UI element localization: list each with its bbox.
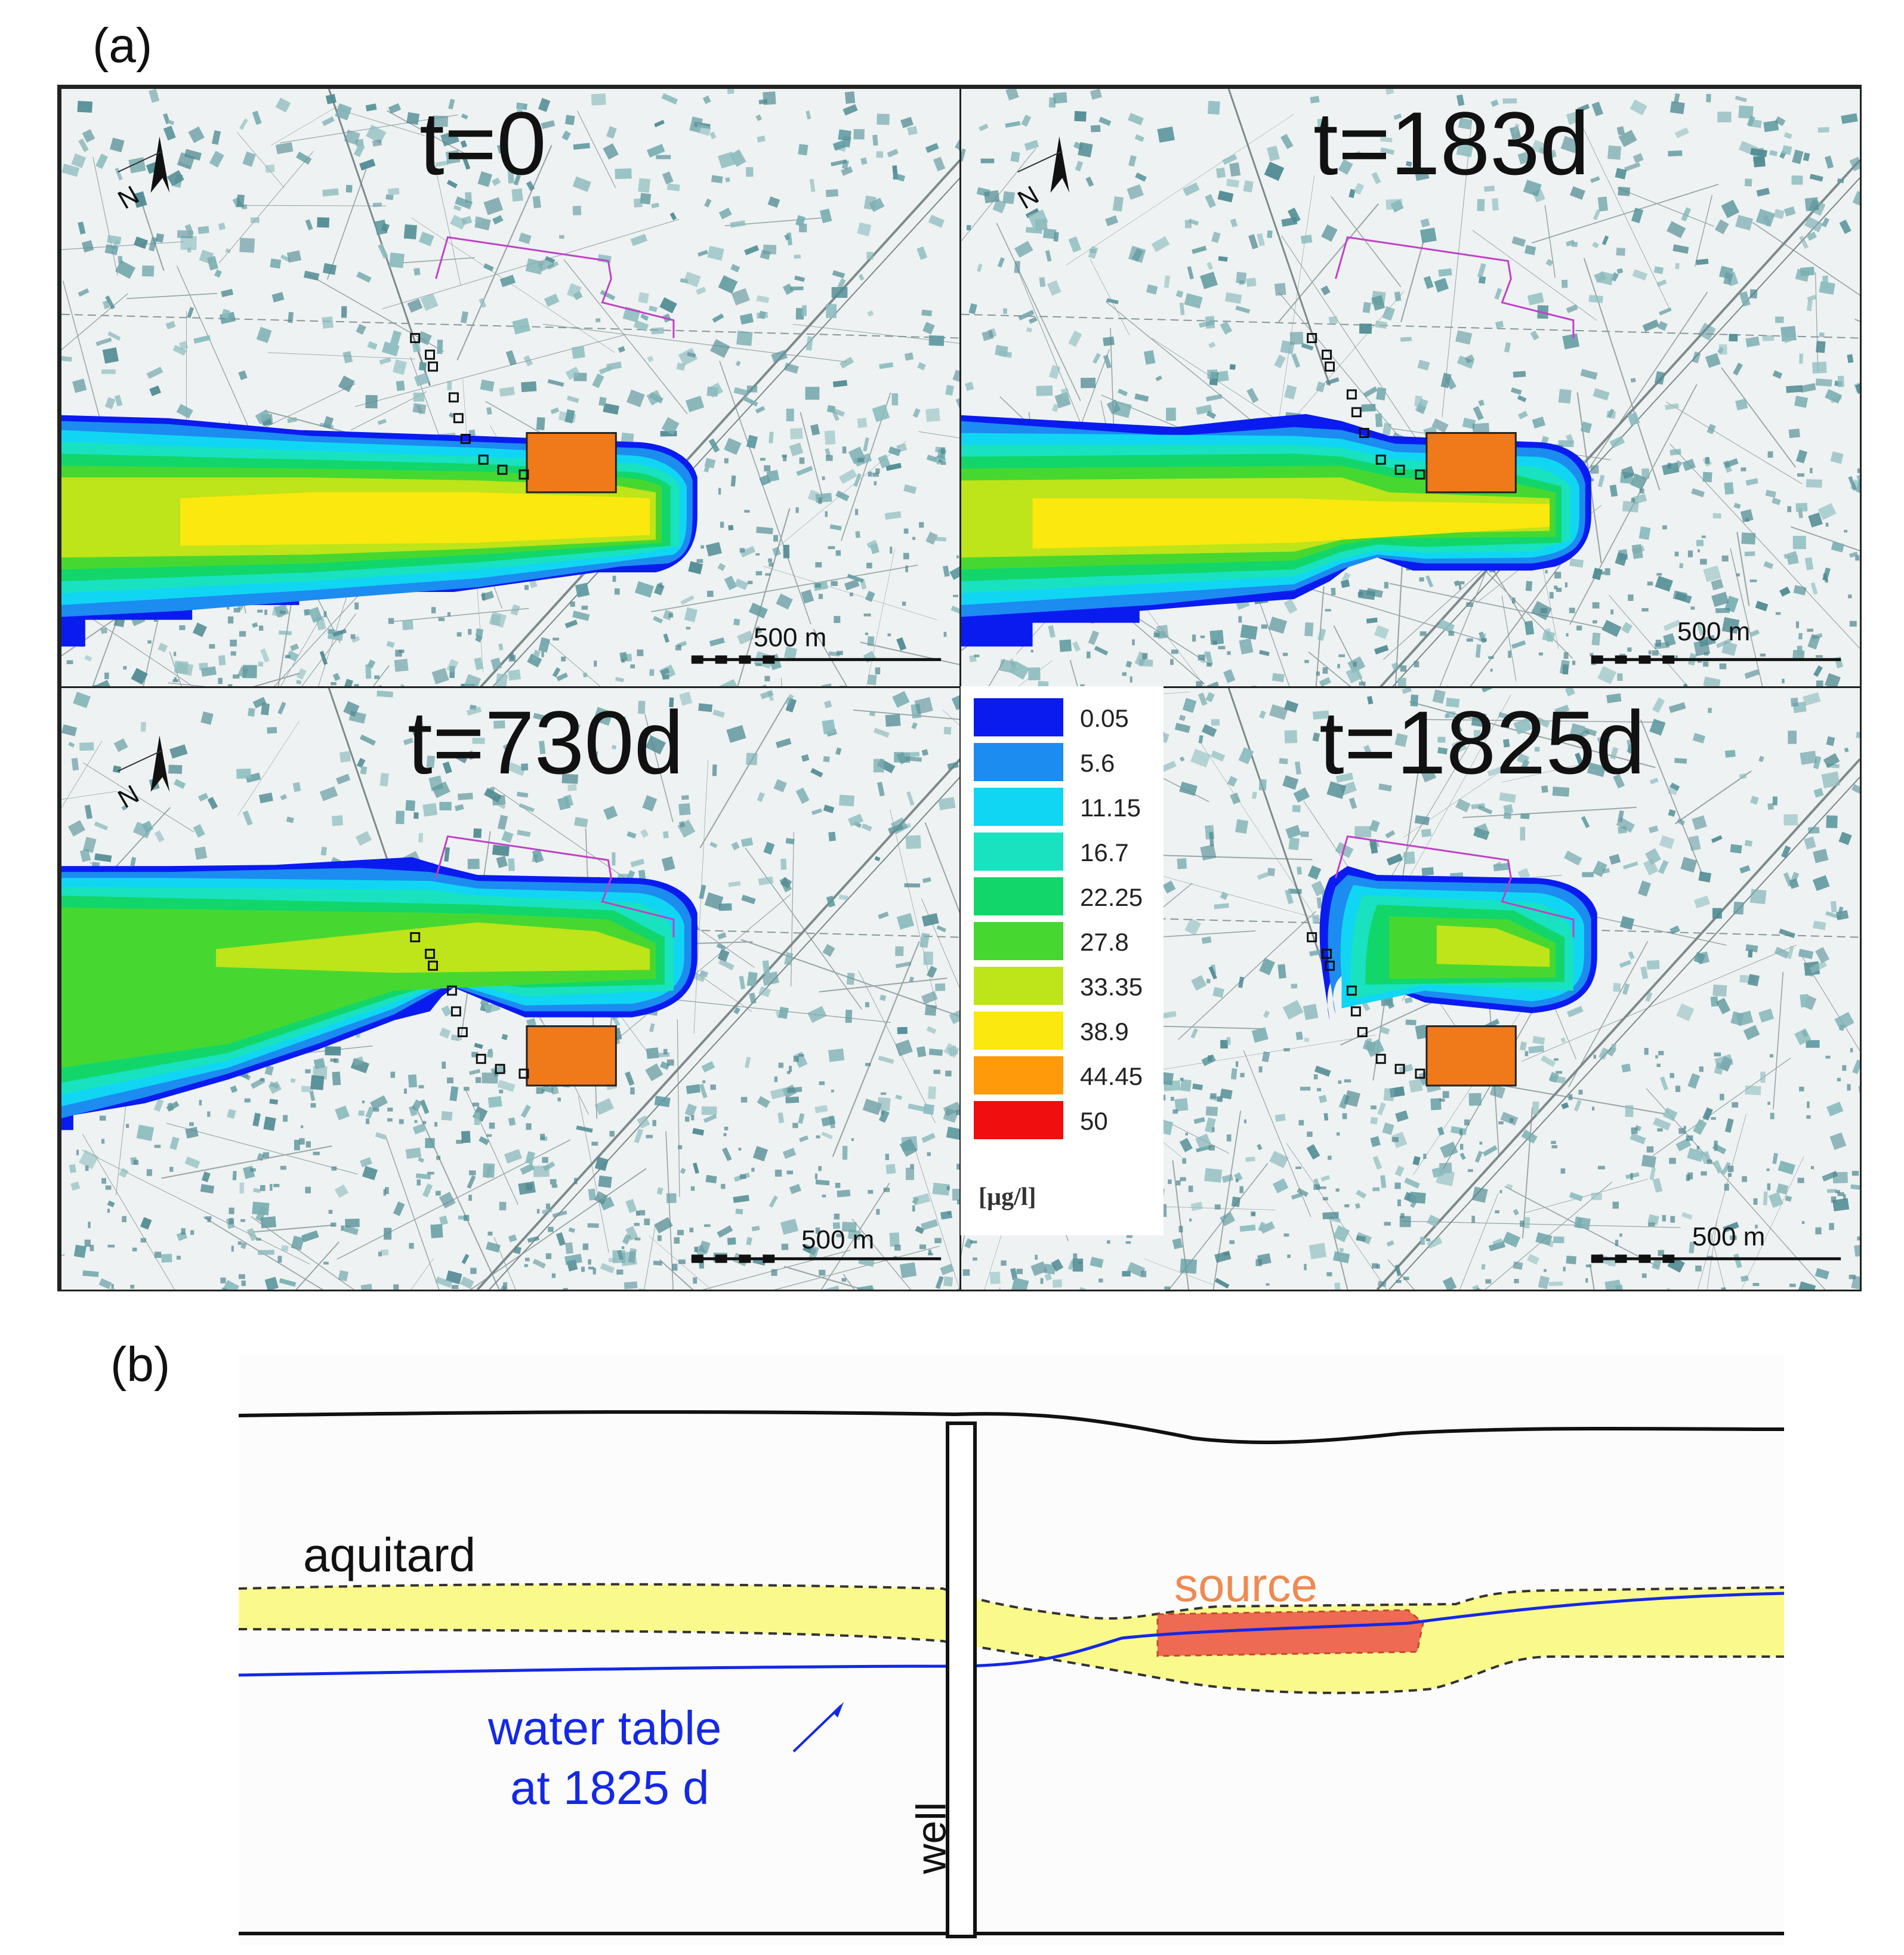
- scale-bar-label: 500 m: [754, 623, 827, 652]
- time-label: t=730d: [408, 692, 684, 793]
- legend-value: 33.35: [1080, 973, 1143, 1001]
- water-table-label: water table: [488, 1701, 722, 1754]
- legend-swatch-1: [974, 743, 1063, 781]
- map-drawing: N: [961, 89, 1860, 687]
- water-table-label: at 1825 d: [510, 1761, 709, 1814]
- legend-swatch-4: [974, 877, 1063, 915]
- source-label: source: [1174, 1558, 1318, 1611]
- legend-value: 44.45: [1080, 1062, 1143, 1090]
- well-label: well: [908, 1802, 955, 1874]
- panel-a-label: (a): [92, 18, 153, 73]
- scale-bar-label: 500 m: [801, 1225, 875, 1254]
- cross-section: aquitard source water table at 1825 d we…: [239, 1355, 1784, 1945]
- legend-value: 27.8: [1080, 928, 1129, 956]
- map-panel-t183d: N t=183d 500 m: [959, 87, 1862, 689]
- legend-value: 38.9: [1080, 1017, 1129, 1046]
- scale-bar: [691, 1254, 942, 1263]
- aquitard-label: aquitard: [303, 1528, 476, 1581]
- map-panel-t730d: N t=730d 500 m: [60, 686, 962, 1291]
- legend-unit: [µg/l]: [979, 1183, 1036, 1211]
- map-grid: N t=0 500 m N t=183d 500 m N t=730d 500 …: [57, 85, 1862, 1291]
- concentration-legend: 0.05 5.6 11.15 16.7 22.25 27.8 33.35 38.…: [961, 686, 1164, 1235]
- contamination-source: [1156, 1609, 1424, 1657]
- legend-value: 0.05: [1080, 704, 1129, 732]
- scale-bar: [1591, 655, 1841, 664]
- legend-swatch-2: [974, 788, 1063, 826]
- map-panel-t0: N t=0 500 m: [60, 87, 962, 689]
- legend-swatch-8: [974, 1056, 1063, 1094]
- time-label: t=1825d: [1319, 692, 1646, 793]
- legend-value: 16.7: [1080, 838, 1129, 867]
- legend-swatch-7: [974, 1012, 1063, 1050]
- scale-bar-label: 500 m: [1692, 1222, 1766, 1251]
- legend-swatch-9: [974, 1101, 1063, 1139]
- scale-bar: [691, 655, 942, 664]
- scale-bar: [1591, 1254, 1841, 1263]
- legend-swatch-6: [974, 967, 1063, 1005]
- legend-value: 5.6: [1080, 749, 1115, 777]
- time-label: t=183d: [1313, 93, 1590, 193]
- cross-section-drawing: [239, 1355, 1784, 1945]
- panel-b-label: (b): [110, 1337, 171, 1392]
- scale-bar-label: 500 m: [1677, 617, 1751, 646]
- map-drawing: N: [61, 688, 960, 1290]
- legend-value: 22.25: [1080, 883, 1143, 911]
- legend-value: 11.15: [1080, 794, 1141, 822]
- well-casing: [946, 1421, 977, 1938]
- time-label: t=0: [419, 93, 547, 193]
- legend-value: 50: [1080, 1107, 1108, 1135]
- water-table-arrow: [792, 1704, 843, 1753]
- water-table-line: [239, 1592, 1784, 1677]
- legend-swatch-0: [974, 698, 1063, 736]
- legend-swatch-5: [974, 922, 1063, 960]
- legend-swatch-3: [974, 832, 1063, 871]
- map-drawing: N: [61, 89, 960, 687]
